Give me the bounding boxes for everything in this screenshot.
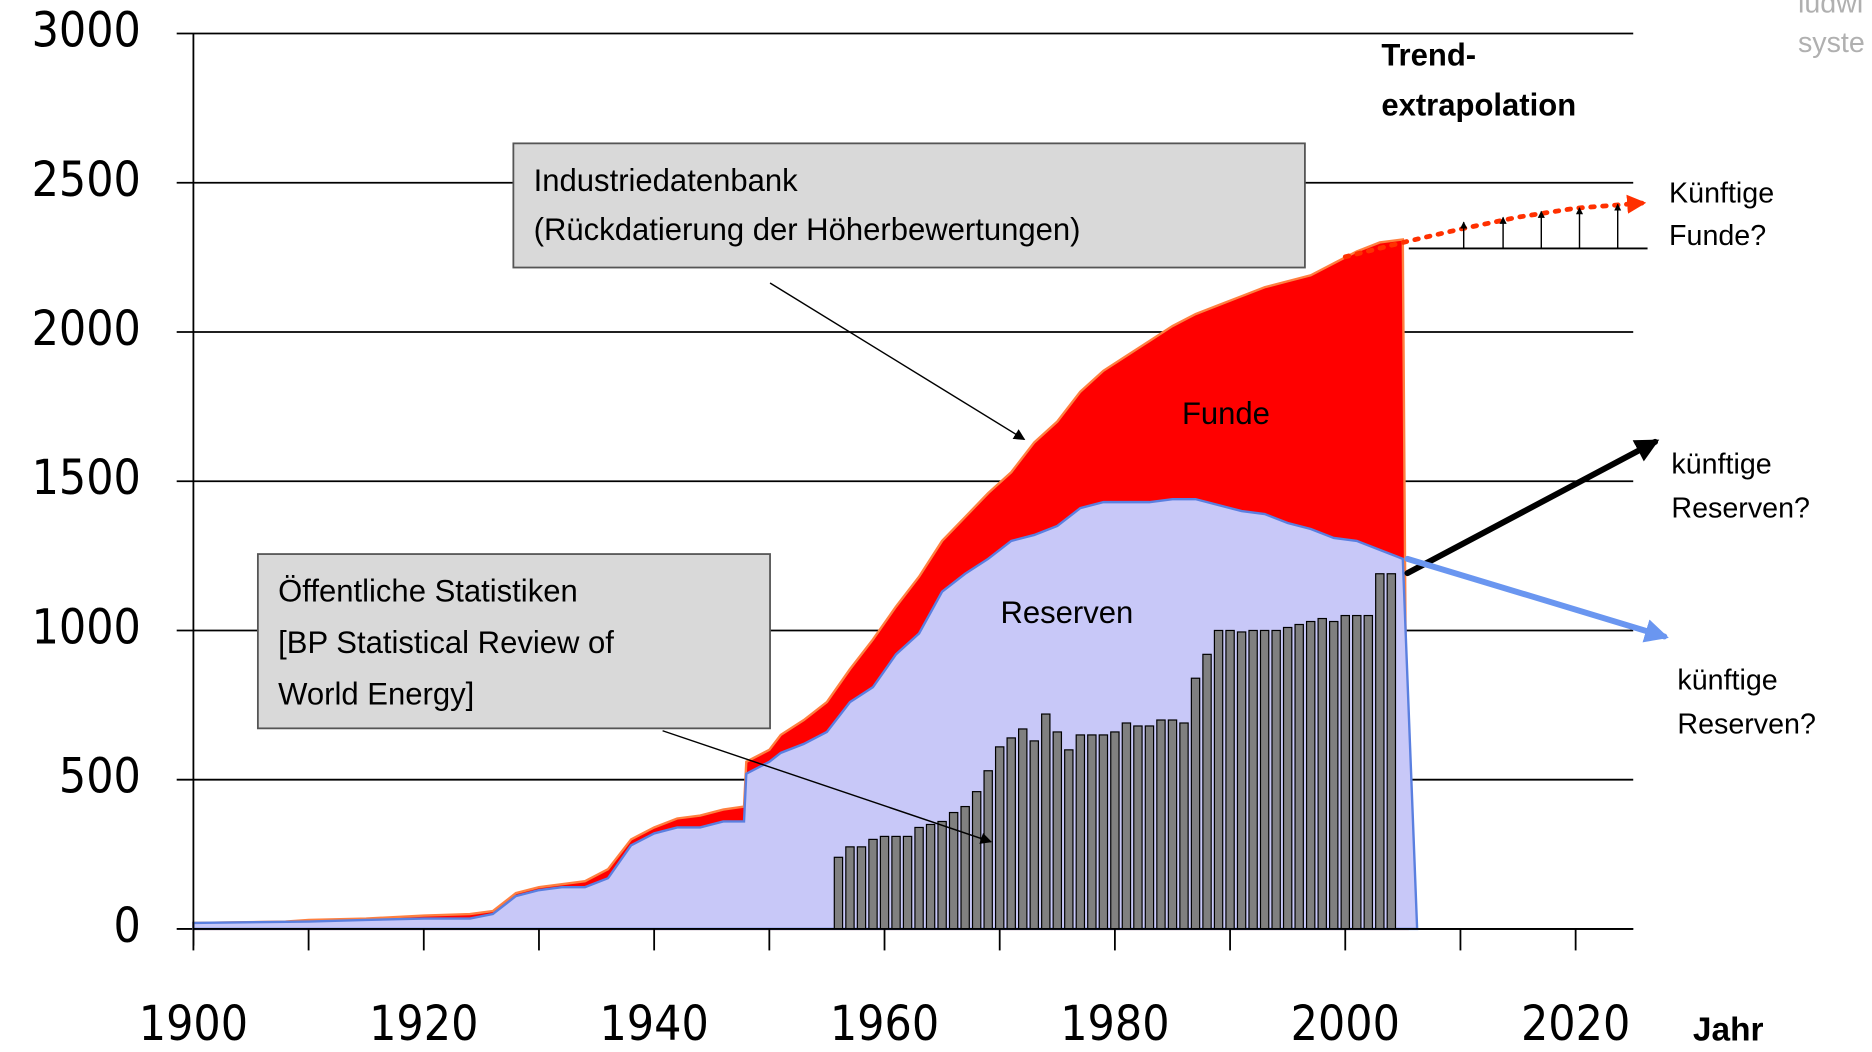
bar xyxy=(983,770,993,930)
x-tick-label: 1960 xyxy=(830,997,939,1052)
bar xyxy=(1029,740,1040,930)
bar xyxy=(1041,713,1051,930)
bar xyxy=(1110,731,1120,930)
bar xyxy=(1075,734,1086,930)
y-tick-label: 0 xyxy=(114,899,141,954)
x-tick-label: 1980 xyxy=(1060,997,1169,1052)
bar xyxy=(1294,623,1304,930)
bar xyxy=(1386,573,1397,930)
area-label: Funde xyxy=(1182,396,1270,431)
x-tick-label: 1940 xyxy=(599,997,708,1052)
bar xyxy=(1087,734,1097,930)
bar xyxy=(994,746,1005,930)
pointer-arrow xyxy=(662,730,993,844)
bar xyxy=(1064,749,1074,930)
y-tick-label: 3000 xyxy=(32,4,141,59)
annotation: künftige xyxy=(1677,664,1777,696)
annotation: Öffentliche Statistiken xyxy=(278,574,578,609)
bar xyxy=(1259,629,1270,930)
bar xyxy=(925,823,936,930)
pointer-arrow xyxy=(769,282,1026,441)
bar xyxy=(856,846,867,930)
bar xyxy=(1052,731,1063,930)
industry-box xyxy=(512,142,1306,269)
bar xyxy=(971,791,982,930)
y-tick-label: 1500 xyxy=(32,451,141,506)
bar xyxy=(1236,631,1247,930)
annotation: Reserven? xyxy=(1671,492,1810,524)
bar xyxy=(902,835,913,930)
bar xyxy=(1006,737,1016,930)
texts: 0 500 1000 1500 2000 2500 3000 1900 1920 1940 1960… xyxy=(32,0,1865,1052)
annotation: Industriedatenbank xyxy=(534,163,798,198)
bar xyxy=(1017,728,1028,930)
annotation: Funde? xyxy=(1669,220,1766,252)
bar xyxy=(1248,629,1258,930)
bar xyxy=(937,820,947,930)
bar xyxy=(1375,573,1385,930)
bar xyxy=(1156,719,1166,930)
bar xyxy=(891,835,901,930)
bar xyxy=(1282,626,1293,930)
annotation: [BP Statistical Review of xyxy=(278,625,614,660)
annotation: World Energy] xyxy=(278,676,474,711)
y-tick-label: 1000 xyxy=(32,600,141,655)
annotation: extrapolation xyxy=(1381,88,1576,123)
bar xyxy=(960,805,970,930)
y-tick-label: 2000 xyxy=(32,302,141,357)
bar xyxy=(1133,725,1143,930)
watermark: syste xyxy=(1798,27,1865,59)
x-axis-label: Jahr xyxy=(1693,1011,1764,1048)
bar xyxy=(1340,614,1351,930)
bar xyxy=(833,856,844,930)
y-tick-label: 500 xyxy=(59,750,141,805)
trend-line xyxy=(1404,438,1660,577)
bar xyxy=(1190,677,1201,930)
x-tick-label: 2020 xyxy=(1521,997,1630,1052)
bar xyxy=(1225,629,1235,930)
bar xyxy=(1121,722,1132,930)
bar xyxy=(879,835,890,930)
x-tick-label: 1920 xyxy=(369,997,478,1052)
watermark: ludwi xyxy=(1798,0,1863,19)
x-tick-label: 2000 xyxy=(1291,997,1400,1052)
bar xyxy=(1271,629,1281,930)
bar xyxy=(1179,722,1189,930)
bar xyxy=(1202,653,1212,930)
y-tick-label: 2500 xyxy=(32,153,141,208)
bar xyxy=(1144,725,1155,930)
trend-line xyxy=(1404,555,1669,643)
bar xyxy=(1363,614,1374,930)
annotation-boxes xyxy=(256,142,1648,844)
bar xyxy=(1328,620,1339,930)
bar xyxy=(1305,620,1316,930)
plot xyxy=(192,238,1419,931)
bar xyxy=(1213,629,1224,930)
x-tick-label: 1900 xyxy=(139,997,248,1052)
area-label: Reserven xyxy=(1000,595,1133,630)
annotation: Künftige xyxy=(1669,177,1774,209)
bar xyxy=(1167,719,1178,930)
annotation: Trend- xyxy=(1381,38,1476,73)
public-box xyxy=(256,553,771,730)
bar xyxy=(845,846,855,930)
annotation: künftige xyxy=(1671,448,1771,480)
bar xyxy=(868,838,878,930)
trend-line xyxy=(1342,194,1647,260)
bar xyxy=(1098,734,1109,930)
bar xyxy=(1352,614,1362,930)
bar xyxy=(1317,617,1327,930)
annotation: Reserven? xyxy=(1677,709,1816,741)
overlay xyxy=(192,33,1669,951)
bar xyxy=(914,826,924,930)
annotation: (Rückdatierung der Höherbewertungen) xyxy=(534,212,1081,247)
